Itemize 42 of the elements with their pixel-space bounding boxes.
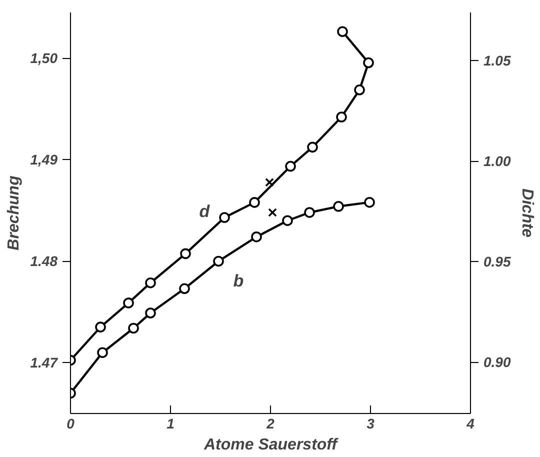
point xyxy=(363,57,374,68)
y-tick-label: 1,49 xyxy=(30,152,58,168)
y2-tick-label: 1.00 xyxy=(484,153,511,170)
x-tick-label: 3 xyxy=(366,416,375,432)
point xyxy=(268,208,277,217)
point xyxy=(179,283,190,294)
point xyxy=(145,277,156,288)
point xyxy=(128,322,139,334)
y-tick-label: 1,50 xyxy=(30,50,58,66)
point xyxy=(213,256,224,267)
series-label: b xyxy=(233,272,244,291)
point xyxy=(307,142,318,153)
point xyxy=(304,207,315,218)
point xyxy=(251,231,262,242)
y2-tick-label: 0.95 xyxy=(484,254,511,270)
x-tick-label: 1 xyxy=(166,416,175,432)
point xyxy=(333,201,344,212)
point xyxy=(265,178,274,187)
point xyxy=(97,347,108,358)
y2-axis-title: Dichte xyxy=(518,188,536,238)
point xyxy=(285,160,296,172)
x-tick-label: 0 xyxy=(66,416,75,432)
x-axis-title: Atome Sauerstoff xyxy=(202,436,339,454)
point xyxy=(337,26,348,37)
point xyxy=(180,248,191,260)
point xyxy=(219,212,230,223)
point xyxy=(123,298,134,308)
point xyxy=(364,196,375,208)
point xyxy=(249,197,260,208)
point xyxy=(282,215,293,226)
point xyxy=(354,84,365,96)
y-tick-label: 1.48 xyxy=(30,253,58,270)
x-tick-label: 2 xyxy=(266,416,275,432)
series-label: d xyxy=(199,202,210,222)
y-tick-label: 1.47 xyxy=(30,354,59,371)
point xyxy=(95,322,106,332)
point xyxy=(145,308,156,318)
y2-tick-label: 1.05 xyxy=(484,52,511,69)
point xyxy=(336,112,347,122)
y-axis-title: Brechung xyxy=(5,175,22,250)
y2-tick-label: 0.90 xyxy=(484,354,511,370)
x-tick-label: 4 xyxy=(466,416,475,432)
